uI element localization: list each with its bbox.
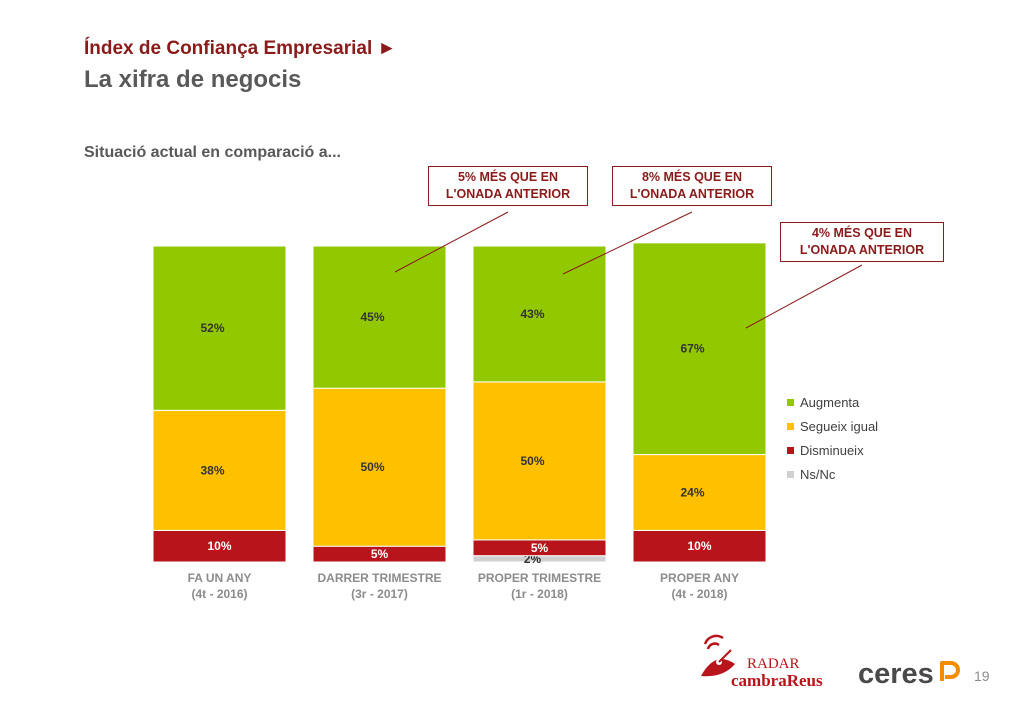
section-title: Situació actual en comparació a...	[84, 144, 341, 161]
legend-label: Disminueix	[800, 442, 864, 458]
legend-item-augmenta: Augmenta	[787, 390, 878, 414]
bar-segment-disminueix	[632, 529, 767, 563]
data-label: 10%	[687, 539, 711, 553]
legend-swatch	[787, 422, 794, 430]
legend-swatch	[787, 398, 794, 406]
logo-radar-text: RADAR	[747, 656, 800, 672]
radar-cambra-reus-logo: RADAR cambraReus	[701, 634, 823, 690]
annotation-leader-line	[745, 264, 863, 329]
category-label: FA UN ANY	[188, 571, 252, 585]
data-label: 52%	[200, 321, 224, 335]
annotation-leader-line	[394, 211, 509, 273]
annotation-callout-3: 4% MÉS QUE EN L'ONADA ANTERIOR	[780, 222, 944, 262]
annotation-callout-2: 8% MÉS QUE EN L'ONADA ANTERIOR	[612, 166, 772, 206]
annotation-line2: L'ONADA ANTERIOR	[445, 187, 571, 201]
legend-item-segueix-igual: Segueix igual	[787, 414, 878, 438]
annotation-callout-1: 5% MÉS QUE EN L'ONADA ANTERIOR	[428, 166, 588, 206]
category-label: DARRER TRIMESTRE	[317, 571, 441, 585]
category-label: (3r - 2017)	[351, 587, 408, 601]
ceres-logo-text: ceres	[858, 658, 934, 690]
bar-segment-segueix-igual	[632, 454, 767, 531]
page-subtitle: La xifra de negocis	[84, 66, 302, 93]
data-label: 50%	[520, 454, 544, 468]
data-label: 5%	[371, 547, 389, 561]
bar-segment-augmenta	[312, 245, 447, 389]
logo-cambra-text: cambraReus	[731, 671, 823, 690]
legend-item-disminueix: Disminueix	[787, 438, 878, 462]
category-label: PROPER ANY	[660, 571, 739, 585]
bar-segment-segueix-igual	[152, 409, 287, 531]
annotation-line1: 8% MÉS QUE EN	[641, 170, 743, 184]
annotation-line1: 5% MÉS QUE EN	[457, 170, 559, 184]
data-label: 24%	[680, 485, 704, 499]
annotation-line2: L'ONADA ANTERIOR	[629, 187, 755, 201]
annotation-line1: 4% MÉS QUE EN	[811, 226, 913, 240]
data-label: 5%	[531, 541, 549, 555]
annotation-line2: L'ONADA ANTERIOR	[799, 243, 925, 257]
legend-item-ns-nc: Ns/Nc	[787, 462, 878, 486]
data-label: 50%	[360, 460, 384, 474]
bar-segment-augmenta	[632, 242, 767, 456]
legend-swatch	[787, 446, 794, 454]
bar-segment-augmenta	[152, 245, 287, 411]
legend-swatch	[787, 470, 794, 478]
data-label: 43%	[520, 307, 544, 321]
legend-label: Segueix igual	[800, 418, 879, 434]
bar-segment-augmenta	[472, 245, 607, 383]
page-title: Índex de Confiança Empresarial ►	[84, 38, 397, 59]
category-label: (4t - 2016)	[191, 587, 247, 601]
chart-legend: Augmenta Segueix igual Disminueix Ns/Nc	[787, 390, 878, 486]
category-label: (4t - 2018)	[671, 587, 727, 601]
data-label: 45%	[360, 310, 384, 324]
data-label: 10%	[207, 539, 231, 553]
annotation-leader-line	[562, 211, 693, 275]
legend-label: Ns/Nc	[800, 466, 836, 482]
category-label: (1r - 2018)	[511, 587, 568, 601]
data-label: 38%	[200, 463, 224, 477]
ceres-logo: ceres	[858, 658, 961, 691]
page-number: 19	[974, 668, 990, 684]
data-label: 67%	[680, 342, 704, 356]
category-label: PROPER TRIMESTRE	[478, 571, 601, 585]
ceres-logo-mark	[940, 661, 961, 681]
legend-label: Augmenta	[800, 394, 860, 410]
bar-segment-segueix-igual	[472, 381, 607, 541]
